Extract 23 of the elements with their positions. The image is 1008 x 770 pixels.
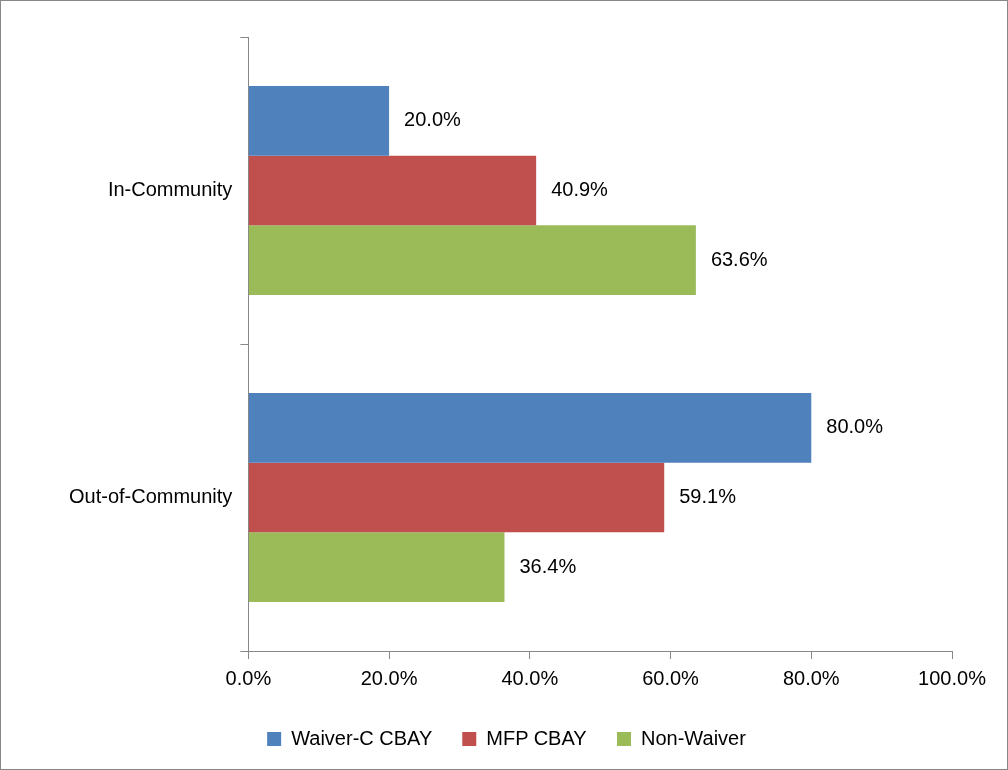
data-label: 40.9%: [551, 178, 609, 201]
x-tick-label: 60.0%: [642, 666, 700, 689]
data-label: 36.4%: [519, 554, 577, 577]
bar: [248, 532, 505, 602]
y-tick-label: Out-of-Community: [68, 485, 233, 508]
data-label: 59.1%: [679, 485, 737, 508]
y-tick-label: In-Community: [107, 178, 233, 201]
legend-label: MFP CBAY: [486, 726, 587, 749]
data-label: 63.6%: [710, 247, 768, 270]
x-tick-label: 20.0%: [360, 666, 418, 689]
x-tick-label: 40.0%: [501, 666, 559, 689]
x-tick-label: 80.0%: [782, 666, 840, 689]
bar: [248, 86, 390, 156]
bar: [248, 462, 665, 533]
data-label: 20.0%: [404, 108, 462, 131]
legend-label: Non-Waiver: [641, 726, 747, 749]
bar: [248, 393, 812, 463]
bar: [248, 225, 696, 295]
data-label: 80.0%: [826, 415, 884, 438]
bar: [248, 155, 537, 226]
x-tick-label: 0.0%: [225, 666, 272, 689]
x-tick-label: 100.0%: [918, 666, 987, 689]
legend-label: Waiver-C CBAY: [291, 726, 433, 749]
